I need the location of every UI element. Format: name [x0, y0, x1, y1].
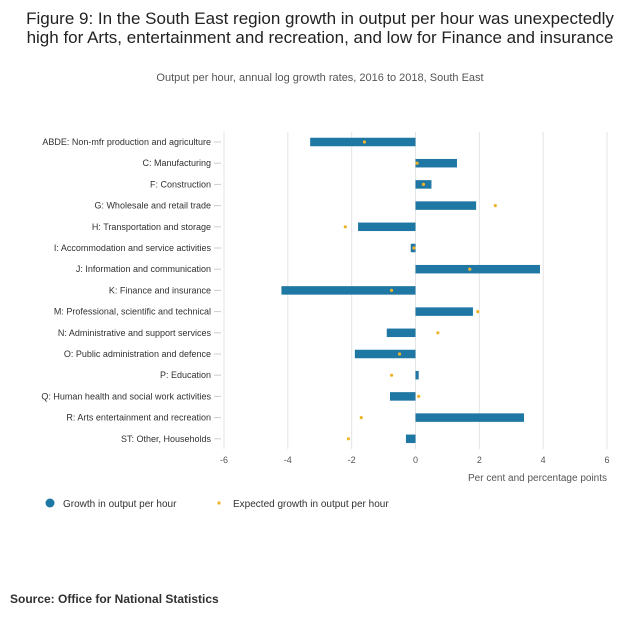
- bar: [386, 328, 416, 338]
- category-label: O: Public administration and defence: [64, 349, 211, 359]
- chart-title: Figure 9: In the South East region growt…: [26, 9, 614, 47]
- category-label: R: Arts entertainment and recreation: [66, 413, 211, 423]
- expected-dot: [415, 161, 419, 165]
- bar: [415, 158, 457, 168]
- chart-subtitle: Output per hour, annual log growth rates…: [156, 72, 484, 84]
- expected-dot: [389, 373, 394, 377]
- legend-bar-label: Growth in output per hour: [63, 499, 177, 510]
- x-axis-title: Per cent and percentage points: [468, 473, 607, 484]
- bar: [415, 413, 525, 422]
- expected-dot: [362, 140, 367, 144]
- bar: [415, 370, 419, 380]
- bar: [415, 201, 477, 210]
- x-tick-label: -6: [220, 455, 228, 465]
- category-label: F: Construction: [150, 179, 211, 189]
- bar: [415, 264, 540, 274]
- expected-dot: [417, 394, 421, 398]
- category-label: ST: Other, Households: [121, 434, 212, 444]
- legend-dot-label: Expected growth in output per hour: [233, 499, 389, 510]
- category-label: N: Administrative and support services: [58, 328, 212, 338]
- category-labels: ABDE: Non-mfr production and agriculture…: [41, 137, 221, 444]
- expected-dot: [343, 225, 347, 229]
- bar-chart: ABDE: Non-mfr production and agriculture…: [41, 132, 610, 510]
- category-label: J: Information and communication: [76, 264, 211, 274]
- bar: [354, 349, 416, 359]
- expected-dot: [468, 267, 472, 271]
- category-label: G: Wholesale and retail trade: [94, 201, 211, 211]
- bar: [405, 434, 416, 444]
- bar: [415, 307, 473, 316]
- legend-dot-swatch: [217, 501, 221, 505]
- expected-dot: [397, 352, 402, 356]
- x-tick-label: -2: [348, 455, 356, 465]
- expected-dot: [421, 182, 426, 186]
- x-tick-label: 6: [604, 455, 609, 465]
- bars: [281, 137, 540, 444]
- legend-bar-swatch: [45, 498, 55, 508]
- expected-dot: [476, 310, 480, 314]
- x-tick-label: -4: [284, 455, 292, 465]
- category-label: I: Accommodation and service activities: [54, 243, 212, 253]
- legend: Growth in output per hour Expected growt…: [45, 498, 389, 510]
- category-label: C: Manufacturing: [142, 158, 211, 168]
- expected-dots: [343, 140, 497, 441]
- expected-dot: [436, 331, 440, 335]
- bar: [389, 392, 416, 401]
- x-tick-labels: -6 -4 -2 0 2 4 6: [220, 455, 610, 465]
- category-label: ABDE: Non-mfr production and agriculture: [42, 137, 211, 147]
- expected-dot: [412, 246, 416, 250]
- category-label: P: Education: [160, 370, 211, 380]
- category-label: H: Transportation and storage: [92, 222, 211, 232]
- source-note: Source: Office for National Statistics: [10, 592, 219, 606]
- category-label: Q: Human health and social work activiti…: [41, 391, 211, 401]
- bar: [358, 222, 416, 232]
- expected-dot: [493, 204, 497, 208]
- expected-dot: [389, 288, 394, 292]
- x-tick-label: 4: [541, 455, 546, 465]
- x-tick-label: 0: [413, 455, 418, 465]
- expected-dot: [359, 416, 363, 420]
- category-label: M: Professional, scientific and technica…: [54, 307, 211, 317]
- category-label: K: Finance and insurance: [109, 285, 211, 295]
- x-tick-label: 2: [477, 455, 482, 465]
- expected-dot: [346, 437, 351, 441]
- bar: [281, 286, 416, 295]
